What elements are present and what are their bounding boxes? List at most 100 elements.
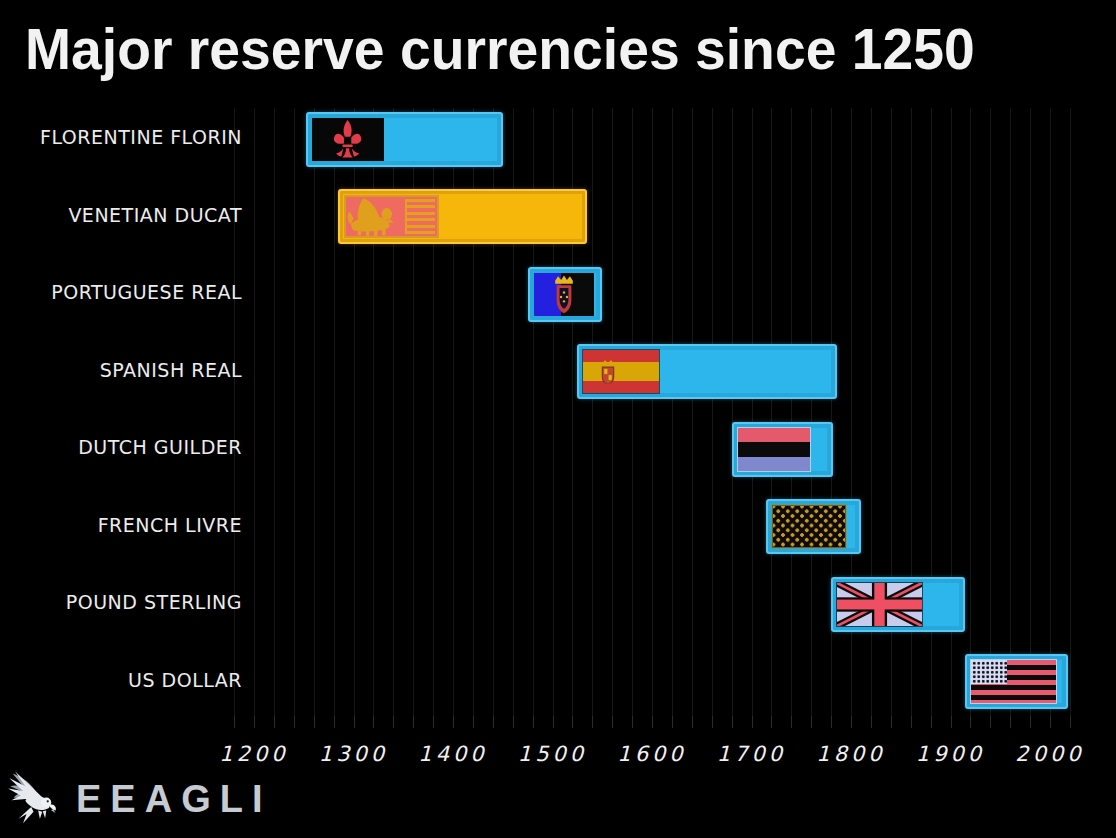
tick-mark xyxy=(413,716,414,728)
france-flag xyxy=(772,505,846,548)
tick-mark xyxy=(652,716,653,728)
x-tick-label: 1900 xyxy=(916,742,985,766)
gridline xyxy=(970,108,971,722)
gridline xyxy=(1010,108,1011,722)
tick-mark xyxy=(354,716,355,728)
portugal-crest-icon xyxy=(549,273,578,314)
tick-mark xyxy=(453,716,454,728)
gridline xyxy=(652,108,653,722)
tick-mark xyxy=(1050,716,1051,728)
netherlands-flag xyxy=(738,428,810,471)
brand-name: EEAGLI xyxy=(76,778,271,821)
tick-mark xyxy=(632,716,633,728)
union-jack-icon xyxy=(837,583,922,626)
gridline xyxy=(1030,108,1031,722)
tick-mark xyxy=(473,716,474,728)
tick-mark xyxy=(851,716,852,728)
gridline xyxy=(314,108,315,722)
infographic-canvas: Major reserve currencies since 1250 1200… xyxy=(0,0,1116,838)
tick-mark xyxy=(911,716,912,728)
row-label-netherlands: DUTCH GUILDER xyxy=(0,436,242,458)
x-tick-label: 1400 xyxy=(418,742,487,766)
gridline xyxy=(612,108,613,722)
tick-mark xyxy=(314,716,315,728)
tick-mark xyxy=(294,716,295,728)
row-label-france: FRENCH LIVRE xyxy=(0,514,242,536)
timeline-bar-venice xyxy=(338,189,588,244)
spain-flag xyxy=(583,350,659,393)
row-label-uk: POUND STERLING xyxy=(0,591,242,613)
gridline xyxy=(592,108,593,722)
tick-mark xyxy=(612,716,613,728)
tick-mark xyxy=(1010,716,1011,728)
x-tick-label: 1600 xyxy=(617,742,686,766)
tick-mark xyxy=(891,716,892,728)
gridline xyxy=(1050,108,1051,722)
x-tick-label: 1300 xyxy=(319,742,388,766)
gridline xyxy=(771,108,772,722)
tick-mark xyxy=(931,716,932,728)
x-tick-label: 1800 xyxy=(816,742,885,766)
timeline-bar-netherlands xyxy=(732,422,834,477)
row-label-spain: SPANISH REAL xyxy=(0,359,242,381)
portugal-flag xyxy=(534,273,595,316)
lion-of-st-mark-icon xyxy=(346,197,404,236)
tick-mark xyxy=(274,716,275,728)
timeline-bar-florence xyxy=(306,112,503,167)
row-label-venice: VENETIAN DUCAT xyxy=(0,204,242,226)
timeline-bar-uk xyxy=(831,577,965,632)
tick-mark xyxy=(831,716,832,728)
gridline xyxy=(334,108,335,722)
tick-mark xyxy=(393,716,394,728)
tick-mark xyxy=(951,716,952,728)
tick-mark xyxy=(732,716,733,728)
gridline xyxy=(234,108,235,722)
gridline xyxy=(274,108,275,722)
tick-mark xyxy=(970,716,971,728)
tick-mark xyxy=(493,716,494,728)
tick-mark xyxy=(513,716,514,728)
spain-crest-icon xyxy=(598,359,617,384)
tick-mark xyxy=(871,716,872,728)
fleur-de-lis-icon xyxy=(332,119,363,159)
florence-flag xyxy=(312,118,384,161)
gridline xyxy=(712,108,713,722)
gridline xyxy=(811,108,812,722)
venice-flag xyxy=(344,195,439,238)
tick-mark xyxy=(553,716,554,728)
row-label-portugal: PORTUGUESE REAL xyxy=(0,281,242,303)
tick-mark xyxy=(254,716,255,728)
timeline-bar-usa xyxy=(965,654,1068,709)
gridline xyxy=(254,108,255,722)
tick-mark xyxy=(592,716,593,728)
row-label-florence: FLORENTINE FLORIN xyxy=(0,126,242,148)
timeline-bar-spain xyxy=(577,344,837,399)
gridline xyxy=(1070,108,1071,722)
tick-mark xyxy=(1030,716,1031,728)
gridline xyxy=(752,108,753,722)
gridline xyxy=(732,108,733,722)
tick-mark xyxy=(533,716,534,728)
stars-canton xyxy=(971,660,1007,684)
x-tick-label: 1200 xyxy=(219,742,288,766)
tick-mark xyxy=(572,716,573,728)
gridline xyxy=(294,108,295,722)
x-tick-label: 1500 xyxy=(518,742,587,766)
gridline xyxy=(791,108,792,722)
brand-logo: EEAGLI xyxy=(8,770,271,828)
tick-mark xyxy=(752,716,753,728)
tick-mark xyxy=(373,716,374,728)
x-tick-label: 2000 xyxy=(1015,742,1084,766)
tick-mark xyxy=(771,716,772,728)
gridline xyxy=(692,108,693,722)
row-label-usa: US DOLLAR xyxy=(0,669,242,691)
gridline xyxy=(632,108,633,722)
tick-mark xyxy=(1070,716,1071,728)
eagle-icon xyxy=(8,770,66,828)
usa-flag xyxy=(971,660,1056,703)
tick-mark xyxy=(692,716,693,728)
tick-mark xyxy=(990,716,991,728)
timeline-bar-portugal xyxy=(528,267,603,322)
tick-mark xyxy=(712,716,713,728)
tick-mark xyxy=(334,716,335,728)
